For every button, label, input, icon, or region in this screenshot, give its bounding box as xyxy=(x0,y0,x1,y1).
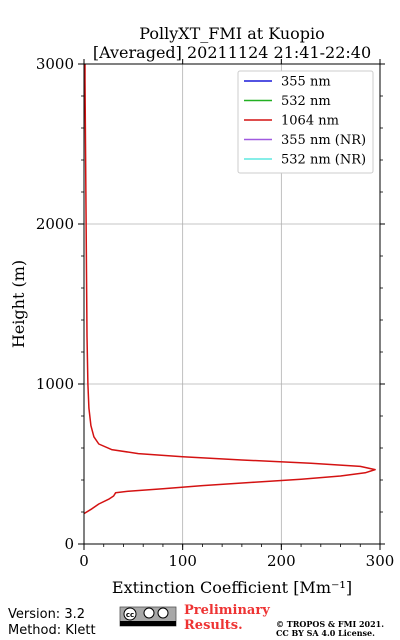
x-tick-label: 100 xyxy=(168,552,197,570)
legend-label: 355 nm xyxy=(281,75,331,90)
version-label: Version: 3.2 xyxy=(8,607,85,622)
method-label: Method: Klett xyxy=(8,623,96,638)
copyright-line-1: © TROPOS & FMI 2021. xyxy=(276,619,385,629)
chart-title: PollyXT_FMI at Kuopio xyxy=(139,24,325,43)
preliminary-results-label: Preliminary Results. xyxy=(184,603,270,633)
y-axis-label: Height (m) xyxy=(9,260,28,348)
y-tick-label: 0 xyxy=(64,535,74,553)
chart-subtitle: [Averaged] 20211124 21:41-22:40 xyxy=(93,43,371,62)
copyright-line-2: CC BY SA 4.0 License. xyxy=(276,628,375,638)
cc-by-sa-icon: cc xyxy=(119,606,177,627)
plot-frame xyxy=(83,63,381,545)
legend-label: 532 nm (NR) xyxy=(281,153,366,168)
x-tick-label: 200 xyxy=(267,552,296,570)
y-tick-label: 1000 xyxy=(36,375,74,393)
legend: 355 nm 532 nm 1064 nm 355 nm (NR) 532 nm (NR… xyxy=(237,70,374,174)
legend-label: 532 nm xyxy=(281,94,331,109)
x-tick-label: 300 xyxy=(366,552,395,570)
series-line-1064-nm xyxy=(83,64,376,515)
x-axis-label: Extinction Coefficient [Mm⁻¹] xyxy=(112,578,352,597)
legend-box xyxy=(237,70,374,174)
series-layer xyxy=(83,64,376,515)
x-tick-label: 0 xyxy=(79,552,89,570)
legend-label: 355 nm (NR) xyxy=(281,133,366,148)
legend-label: 1064 nm xyxy=(281,114,339,129)
y-tick-label: 3000 xyxy=(36,55,74,73)
svg-text:cc: cc xyxy=(126,611,134,619)
y-tick-label: 2000 xyxy=(36,215,74,233)
